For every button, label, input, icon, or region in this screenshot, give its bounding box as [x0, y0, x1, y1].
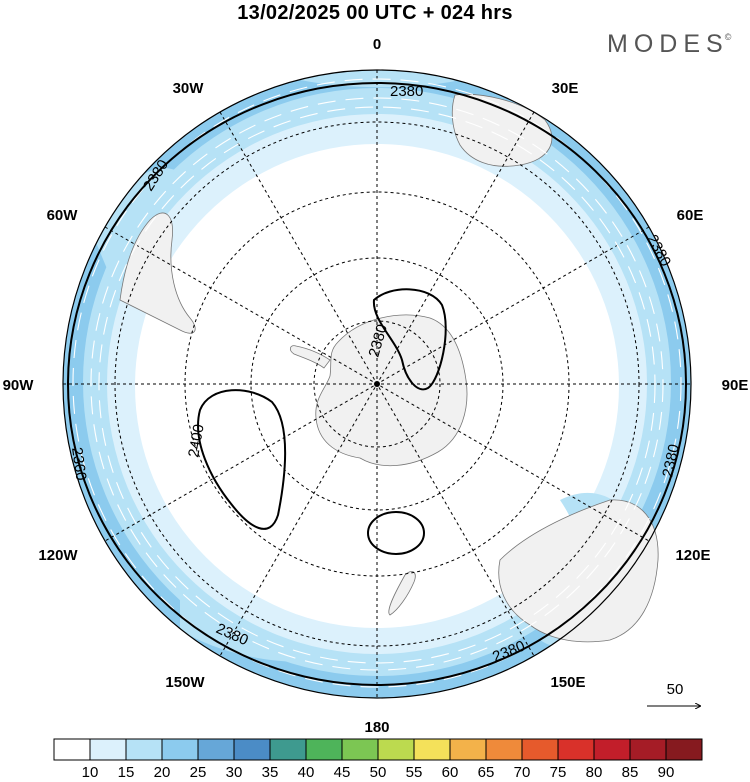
- reference-vector: 50: [647, 681, 700, 706]
- colorbar-tick-label: 90: [658, 764, 675, 781]
- brand-name: MODES: [607, 30, 729, 58]
- colorbar-swatch: [53, 738, 91, 761]
- colorbar-tick-label: 30: [226, 764, 243, 781]
- colorbar-tick-label: 65: [478, 764, 495, 781]
- reference-vector-label: 50: [667, 681, 684, 698]
- meridian-label-0: 0: [373, 36, 381, 53]
- colorbar: 10 15 20 25 30 35 40 45 50 55 60 65 70 75 80 85 90: [53, 738, 703, 781]
- modes-logo: MODES©: [607, 30, 735, 59]
- meridian-label-90e: 90E: [722, 377, 749, 394]
- land-masses: [119, 94, 659, 643]
- copyright-mark: ©: [724, 32, 732, 42]
- colorbar-swatch: [89, 738, 127, 761]
- meridian-label-120e: 120E: [675, 547, 710, 564]
- colorbar-tick-label: 25: [190, 764, 207, 781]
- africa: [451, 94, 553, 167]
- colorbar-tick-label: 80: [586, 764, 603, 781]
- colorbar-tick-label: 20: [154, 764, 171, 781]
- colorbar-swatch: [557, 738, 595, 761]
- antarctic-peninsula: [290, 345, 331, 369]
- colorbar-swatch: [197, 738, 235, 761]
- forecast-title: 13/02/2025 00 UTC + 024 hrs: [237, 2, 513, 24]
- australia: [498, 499, 659, 643]
- colorbar-swatch: [521, 738, 559, 761]
- wind-vectors: [72, 78, 682, 688]
- contour-label: 2380: [390, 83, 423, 100]
- meridian-labels: 0 30E 60E 90E 120E 150E 180 150W 120W 90…: [3, 36, 749, 736]
- contour-2400-high: [197, 389, 287, 530]
- contour-2380-pole: [372, 288, 447, 391]
- meridian-label-30w: 30W: [173, 80, 205, 97]
- colorbar-swatch: [125, 738, 163, 761]
- meridian-label-90w: 90W: [3, 377, 35, 394]
- colorbar-tick-label: 75: [550, 764, 567, 781]
- colorbar-tick-label: 85: [622, 764, 639, 781]
- colorbar-swatch: [377, 738, 415, 761]
- meridian-label-60e: 60E: [677, 207, 704, 224]
- colorbar-swatch: [593, 738, 631, 761]
- contour-label: 2400: [185, 423, 208, 459]
- colorbar-swatch: [269, 738, 307, 761]
- meridian-label-30e: 30E: [552, 80, 579, 97]
- colorbar-swatch: [341, 738, 379, 761]
- south-pole-dot: [374, 381, 380, 387]
- meridian-label-150w: 150W: [165, 674, 205, 691]
- contour-2380-ring: [67, 82, 687, 686]
- colorbar-swatch: [233, 738, 271, 761]
- colorbar-swatch: [665, 738, 703, 761]
- meridian-label-120w: 120W: [38, 547, 78, 564]
- contour-label: 2380: [659, 443, 683, 479]
- height-contours: [67, 82, 687, 686]
- colorbar-tick-label: 40: [298, 764, 315, 781]
- meridian-label-60w: 60W: [47, 207, 79, 224]
- colorbar-tick-label: 60: [442, 764, 459, 781]
- colorbar-swatch: [161, 738, 199, 761]
- colorbar-tick-label: 45: [334, 764, 351, 781]
- colorbar-tick-label: 70: [514, 764, 531, 781]
- colorbar-tick-label: 35: [262, 764, 279, 781]
- colorbar-swatch: [413, 738, 451, 761]
- contour-2380-small: [367, 511, 425, 555]
- colorbar-tick-label: 15: [118, 764, 135, 781]
- colorbar-tick-label: 55: [406, 764, 423, 781]
- meridian-label-150e: 150E: [550, 674, 585, 691]
- contour-label: 2360: [68, 446, 89, 481]
- colorbar-swatch: [629, 738, 667, 761]
- antarctica: [315, 314, 468, 467]
- colorbar-tick-label: 50: [370, 764, 387, 781]
- colorbar-swatch: [449, 738, 487, 761]
- south-america: [119, 212, 196, 334]
- meridian-label-180: 180: [364, 719, 389, 736]
- map-border: [62, 69, 692, 699]
- colorbar-swatch: [305, 738, 343, 761]
- colorbar-tick-label: 10: [82, 764, 99, 781]
- colorbar-swatch: [485, 738, 523, 761]
